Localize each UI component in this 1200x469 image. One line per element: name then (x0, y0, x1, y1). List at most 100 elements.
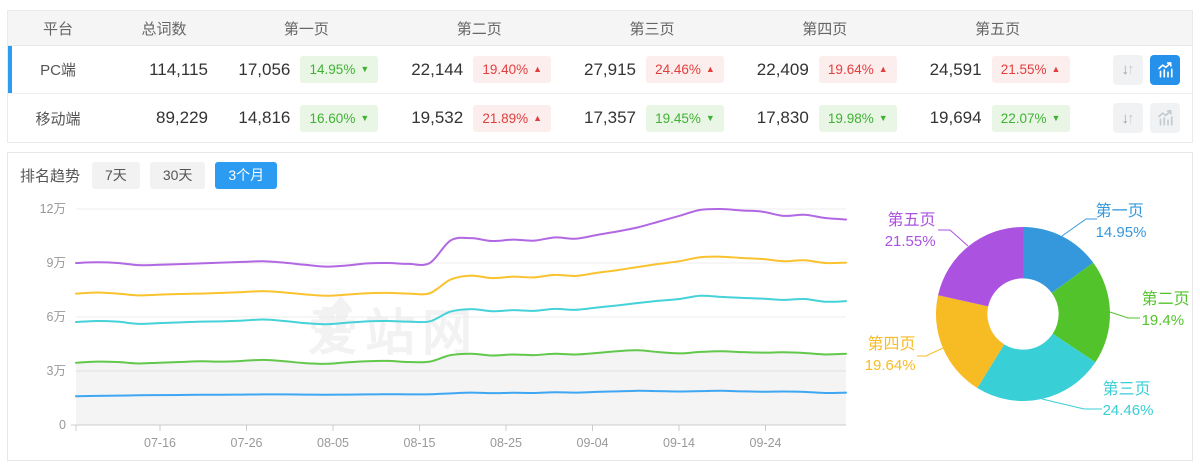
leader-line (1041, 398, 1102, 410)
trend-arrow-icon: ▼ (878, 112, 888, 123)
svg-text:08-05: 08-05 (317, 436, 349, 450)
range-tab[interactable]: 30天 (149, 161, 206, 189)
trend-arrow-icon: ▼ (360, 64, 370, 74)
bar-chart-icon (1158, 61, 1173, 78)
green-line (75, 349, 847, 365)
platform-label: 移动端 (35, 110, 81, 128)
svg-text:6万: 6万 (47, 310, 66, 324)
table-row[interactable]: PC端 114,115 17,056 14.95% ▼ 22,144 19.40%… (8, 46, 1192, 94)
page3-cell: 17,357 19.45% ▼ (566, 104, 739, 132)
sort-down-icon: ↓ (1121, 109, 1130, 127)
trend-arrow-icon: ▲ (878, 64, 888, 74)
trend-line-chart: 爱站网 12万 9万 6万 3万 0 07-16 07-26 08-05 08-15 08-25 0… (8, 191, 856, 459)
trend-arrow-icon: ▲ (533, 64, 543, 74)
donut-label-page4: 第四页 19.64% (864, 336, 916, 374)
total-words-value: 89,229 (156, 108, 208, 127)
range-tab[interactable]: 3个月 (215, 161, 278, 189)
trend-arrow-icon: ▼ (705, 112, 715, 123)
cyan-line (75, 294, 847, 326)
trend-arrow-icon: ▲ (1051, 64, 1061, 74)
trend-title: 排名趋势 (20, 167, 81, 185)
donut-label-page3: 第三页 24.46% (1102, 381, 1154, 419)
donut-slice-第一页[interactable] (1022, 227, 1093, 293)
page4-cell: 22,409 19.64% ▲ (738, 56, 911, 83)
leader-line (937, 229, 968, 247)
svg-text:08-15: 08-15 (404, 436, 436, 450)
trend-toolbar: 排名趋势 7天 30天 3个月 (20, 161, 1192, 189)
page2-cell: 19,532 21.89% ▲ (393, 104, 566, 132)
sort-up-icon: ↑ (1127, 109, 1135, 127)
page-count: 19,694 (929, 108, 982, 127)
range-tab[interactable]: 7天 (92, 161, 140, 189)
table-body: PC端 114,115 17,056 14.95% ▼ 22,144 19.40%… (8, 46, 1192, 142)
page-distribution-donut: 第一页 14.95% 第二页 19.4% 第三页 24.46% 第四页 19.64% 第… (856, 191, 1192, 459)
column-header-page5: 第五页 (975, 20, 1021, 38)
sort-button[interactable]: ↓ ↑ (1113, 54, 1143, 85)
page5-cell: 19,694 22.07% ▼ (911, 104, 1084, 132)
donut-slice-第五页[interactable] (937, 227, 1023, 307)
range-tabs: 7天 30天 3个月 (82, 161, 278, 189)
sort-down-icon: ↓ (1121, 61, 1130, 78)
page3-cell: 27,915 24.46% ▲ (566, 56, 739, 83)
page-count: 14,816 (238, 108, 291, 127)
page1-cell: 17,056 14.95% ▼ (220, 56, 393, 83)
svg-text:0: 0 (59, 418, 66, 432)
chart-toggle-button[interactable] (1150, 103, 1180, 133)
pct-change-badge: 19.45% ▼ (645, 104, 724, 132)
column-header-page4: 第四页 (802, 20, 848, 38)
svg-text:3万: 3万 (47, 364, 66, 378)
column-header-total: 总词数 (141, 20, 187, 38)
line-chart-svg: 12万 9万 6万 3万 0 07-16 07-26 08-05 08-15 08-25 09-04… (40, 202, 847, 450)
yellow-line (75, 255, 847, 297)
table-row[interactable]: 移动端 89,229 14,816 16.60% ▼ 19,532 21.89% ▲… (8, 94, 1192, 142)
svg-text:9万: 9万 (47, 256, 66, 270)
pct-change-badge: 21.89% ▲ (473, 104, 552, 132)
pct-change-badge: 19.98% ▼ (818, 104, 897, 132)
donut-label-page1: 第一页 14.95% (1095, 203, 1147, 241)
blue-line (75, 389, 847, 398)
bar-chart-icon (1158, 110, 1173, 126)
pct-change-badge: 16.60% ▼ (300, 104, 379, 132)
donut-chart-svg (916, 218, 1140, 410)
svg-text:09-14: 09-14 (663, 436, 695, 450)
page-count: 24,591 (929, 59, 982, 79)
page1-cell: 14,816 16.60% ▼ (220, 104, 393, 132)
sort-button[interactable]: ↓ ↑ (1113, 103, 1143, 133)
leader-line (1061, 218, 1097, 237)
donut-slice-第三页[interactable] (976, 333, 1095, 401)
page-count: 22,409 (756, 59, 809, 79)
row-actions: ↓ ↑ (1084, 54, 1192, 85)
svg-text:07-26: 07-26 (231, 436, 263, 450)
trend-arrow-icon: ▼ (360, 112, 370, 123)
donut-slice-第二页[interactable] (1051, 262, 1110, 363)
svg-text:07-16: 07-16 (144, 436, 176, 450)
purple-line (75, 207, 847, 268)
pct-change-badge: 24.46% ▲ (645, 56, 724, 83)
column-header-page1: 第一页 (283, 20, 329, 38)
svg-text:09-04: 09-04 (577, 436, 609, 450)
donut-slice-第四页[interactable] (935, 295, 1004, 389)
chart-toggle-button[interactable] (1150, 54, 1180, 85)
pct-change-badge: 21.55% ▲ (991, 56, 1070, 83)
trend-arrow-icon: ▼ (1051, 112, 1061, 123)
pct-change-badge: 22.07% ▼ (991, 104, 1070, 132)
page-count: 17,830 (756, 108, 809, 127)
leader-line (916, 347, 943, 357)
trend-arrow-icon: ▲ (533, 112, 543, 123)
sort-up-icon: ↑ (1127, 61, 1135, 78)
trend-panel: 排名趋势 7天 30天 3个月 爱站网 12万 9万 6万 3万 0 07-16 07-26 08… (7, 152, 1193, 461)
platform-label: PC端 (40, 62, 76, 79)
column-header-page2: 第二页 (456, 20, 502, 38)
page-count: 19,532 (411, 108, 464, 127)
page2-cell: 22,144 19.40% ▲ (393, 56, 566, 83)
pct-change-badge: 19.64% ▲ (818, 56, 897, 83)
donut-label-page5: 第五页 21.55% (884, 212, 936, 250)
svg-text:09-24: 09-24 (750, 436, 782, 450)
leader-line (1109, 311, 1140, 319)
page4-cell: 17,830 19.98% ▼ (738, 104, 911, 132)
svg-text:12万: 12万 (40, 202, 66, 216)
page5-cell: 24,591 21.55% ▲ (911, 56, 1084, 83)
page-count: 27,915 (583, 59, 636, 79)
svg-text:08-25: 08-25 (490, 436, 522, 450)
